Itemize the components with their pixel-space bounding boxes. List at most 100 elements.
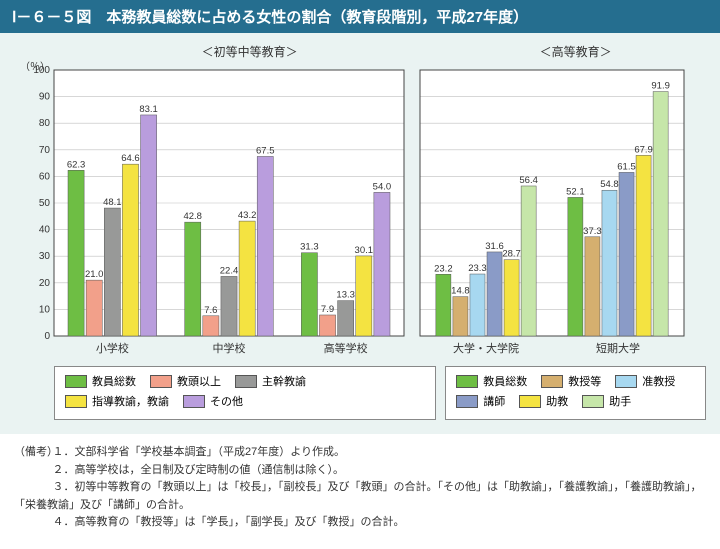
svg-text:70: 70 [39, 145, 51, 156]
legend-item: 主幹教諭 [235, 373, 306, 389]
right-legend: 教員総数 教授等 准教授講師 助教 助手 [445, 366, 706, 420]
bar [436, 274, 451, 336]
svg-text:30: 30 [39, 251, 51, 262]
legend-swatch [456, 375, 478, 388]
bar-value-label: 21.0 [85, 269, 104, 280]
bar [122, 164, 138, 336]
bar [602, 190, 617, 336]
svg-text:10: 10 [39, 304, 51, 315]
category-label: 短期大学 [596, 341, 640, 355]
bar [338, 301, 354, 336]
svg-text:0: 0 [44, 331, 50, 342]
bar [141, 115, 157, 336]
left-panel-title: ＜初等中等教育＞ [54, 43, 445, 60]
legend-label: 准教授 [642, 373, 675, 389]
bar-value-label: 7.9 [321, 304, 334, 315]
category-label: 小学校 [96, 341, 129, 355]
bar [104, 208, 120, 336]
svg-text:80: 80 [39, 118, 51, 129]
legend-label: 教授等 [568, 373, 601, 389]
svg-text:20: 20 [39, 278, 51, 289]
legend-label: その他 [210, 393, 243, 409]
footnote-line: ４．高等教育の「教授等」は「学長」，「副学長」及び「教授」の合計。 [14, 514, 706, 532]
bar [636, 155, 651, 336]
legend-swatch [519, 395, 541, 408]
bar [374, 192, 390, 336]
bar-value-label: 52.1 [566, 186, 585, 197]
legend-swatch [65, 375, 87, 388]
legend-swatch [65, 395, 87, 408]
bar-value-label: 48.1 [103, 197, 122, 208]
bar [470, 274, 485, 336]
bar [585, 237, 600, 336]
legend-item: 助手 [582, 393, 631, 409]
bar-value-label: 31.3 [300, 242, 319, 253]
bar [203, 316, 219, 336]
footnote-label: （備考） [14, 444, 53, 462]
bar [356, 256, 372, 336]
bar [257, 156, 273, 336]
legend-swatch [235, 375, 257, 388]
legend-swatch [183, 395, 205, 408]
bar-value-label: 91.9 [651, 81, 670, 92]
legend-label: 教員総数 [92, 373, 136, 389]
legend-swatch [582, 395, 604, 408]
bar [568, 197, 583, 336]
legend-item: 教員総数 [456, 373, 527, 389]
bar [221, 276, 237, 336]
svg-text:100: 100 [33, 65, 50, 76]
bar-value-label: 23.3 [468, 263, 487, 274]
bar [619, 172, 634, 336]
legend-item: 教頭以上 [150, 373, 221, 389]
bar [653, 92, 668, 336]
svg-text:50: 50 [39, 198, 51, 209]
legend-swatch [541, 375, 563, 388]
bar-value-label: 22.4 [220, 265, 239, 276]
footnote-line: ３．初等中等教育の「教頭以上」は「校長」，「副校長」及び「教頭」の合計。「その他… [14, 479, 706, 514]
bar [453, 297, 468, 336]
legend-item: 教授等 [541, 373, 601, 389]
bar-value-label: 54.8 [600, 179, 619, 190]
legend-item: その他 [183, 393, 243, 409]
legend-label: 助手 [609, 393, 631, 409]
bar-value-label: 13.3 [336, 290, 355, 301]
legend-item: 講師 [456, 393, 505, 409]
bar-value-label: 43.2 [238, 210, 257, 221]
bar [521, 186, 536, 336]
legend-label: 講師 [483, 393, 505, 409]
bar-value-label: 7.6 [204, 305, 217, 316]
footnotes: （備考）１．文部科学省「学校基本調査」（平成27年度）より作成。２．高等学校は，… [0, 434, 720, 546]
bar-value-label: 62.3 [67, 159, 86, 170]
svg-text:40: 40 [39, 225, 51, 236]
bar [301, 253, 317, 336]
legend-label: 助教 [546, 393, 568, 409]
chart-area: ＜初等中等教育＞ ＜高等教育＞ （％）010203040506070809010… [0, 33, 720, 434]
bar-value-label: 37.3 [583, 226, 602, 237]
bar [487, 252, 502, 336]
bar-value-label: 31.6 [485, 241, 504, 252]
bar [319, 315, 335, 336]
legend-swatch [150, 375, 172, 388]
bar [504, 260, 519, 336]
legend-label: 教員総数 [483, 373, 527, 389]
bar-value-label: 67.9 [634, 144, 653, 155]
bar [86, 280, 102, 336]
legend-item: 教員総数 [65, 373, 136, 389]
footnote-line: ２．高等学校は，全日制及び定時制の値（通信制は除く）。 [14, 462, 706, 480]
right-chart: 23.214.823.331.628.756.4大学・大学院52.137.354… [414, 60, 694, 360]
bar-value-label: 61.5 [617, 161, 636, 172]
bar-value-label: 64.6 [121, 153, 140, 164]
right-panel-title: ＜高等教育＞ [445, 43, 706, 60]
bar-value-label: 42.8 [183, 211, 202, 222]
legend-label: 指導教諭，教諭 [92, 393, 169, 409]
bar-value-label: 30.1 [355, 245, 374, 256]
category-label: 中学校 [213, 341, 246, 355]
bar [185, 222, 201, 336]
bar-value-label: 83.1 [139, 104, 158, 115]
bar-value-label: 54.0 [373, 181, 392, 192]
left-chart: （％）010203040506070809010062.321.048.164.… [14, 60, 414, 360]
legend-swatch [456, 395, 478, 408]
bar-value-label: 23.2 [434, 263, 453, 274]
legend-swatch [615, 375, 637, 388]
left-legend: 教員総数教頭以上主幹教諭指導教諭，教諭 その他 [54, 366, 436, 420]
